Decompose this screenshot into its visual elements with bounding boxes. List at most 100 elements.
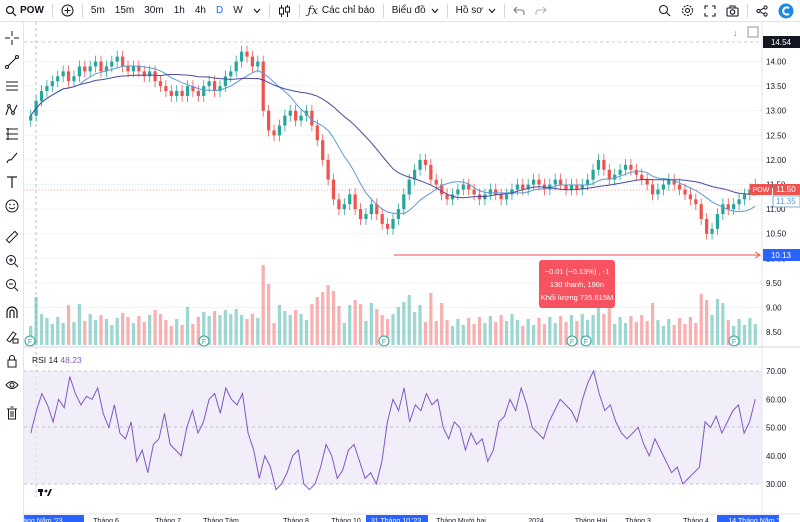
time-axis[interactable]: 04 Tháng Năm '23 Tháng 6 Tháng 7 Tháng Tám T… [24,513,800,522]
volume-bar [688,317,693,345]
dividend-marker-label: F [28,339,32,346]
volume-bar [369,303,373,345]
volume-bar [223,310,227,345]
measure-line[interactable] [394,251,761,259]
volume-bar [234,309,238,345]
brush-tool[interactable] [3,149,21,167]
moving-average-fast [30,65,756,215]
candle-body [683,189,687,195]
candle-body [434,179,438,185]
share-button[interactable] [751,0,773,22]
volume-bar [429,293,433,345]
dividend-marker-label: F [382,339,386,346]
dividend-marker: F [24,335,36,347]
volume-bar [467,318,471,345]
volume-bar [342,323,346,345]
visibility-tool[interactable] [3,376,21,394]
volume-bar [591,315,595,345]
volume-bar [45,318,49,345]
interval-w[interactable]: W [228,0,247,22]
text-icon [7,176,17,188]
indicators-label: Các chỉ báo [321,5,375,16]
snapshot-button[interactable] [721,0,744,22]
candle-body [50,81,54,87]
magnet-tool[interactable] [3,304,21,322]
quick-search-button[interactable] [653,0,676,22]
compare-button[interactable] [56,0,79,22]
price-tick-label: 13.50 [766,82,787,91]
price-axis[interactable]: 14.00 13.50 13.00 12.50 12.00 11.50 11.00 10.50… [750,22,800,522]
interval-d[interactable]: D [211,0,228,22]
rsi-band [24,371,762,484]
redo-button[interactable] [530,0,552,22]
volume-bar [596,308,601,345]
share-icon [756,4,768,17]
arrow-down-icon[interactable]: ↓ [733,28,738,38]
crosshair-tool[interactable] [3,29,21,47]
chart-menu-button[interactable]: Biểu đồ [387,0,444,22]
trend-line-tool[interactable] [3,53,21,71]
fullscreen-button[interactable] [699,0,721,22]
zoom-out-tool[interactable] [3,276,21,294]
symbol-badge [750,184,772,195]
text-tool[interactable] [3,173,21,191]
settings-button[interactable] [676,0,699,22]
ma-value-badge [772,195,800,208]
volume-bar [142,322,146,345]
rsi-pane[interactable]: RSI 14 48.23 70.00 60.00 50.00 40.00 30.00 [24,355,787,496]
interval-30m[interactable]: 30m [139,0,168,22]
pattern-tool[interactable] [3,101,21,119]
volume-bar [710,315,714,345]
price-pane[interactable]: −0.01 (−0.13%) , -1 130 thanh, 196n Khối… [24,22,762,497]
emoji-tool[interactable] [3,197,21,215]
profile-menu-button[interactable]: Hồ sơ [451,0,501,22]
zoom-in-tool[interactable] [3,252,21,270]
chart-canvas[interactable]: −0.01 (−0.13%) , -1 130 thanh, 196n Khối… [24,22,800,522]
candle-body [29,115,33,121]
measure-tool[interactable] [3,228,21,246]
time-axis-label: Tháng 4 [683,518,709,522]
horizontal-lines-tool[interactable] [3,77,21,95]
price-tick-label: 10.50 [766,230,787,239]
candle-body [56,76,60,82]
lock-tool[interactable] [3,352,21,370]
candle-body [607,169,611,180]
interval-1h[interactable]: 1h [169,0,190,22]
candle-body [342,204,346,210]
candle-body [402,194,406,210]
volume-bar [418,305,422,345]
candle-body [521,184,525,190]
candle-body [158,81,163,87]
undo-button[interactable] [508,0,530,22]
toolbar-divider [51,3,53,18]
volume-bar [72,322,76,345]
candle-body [613,174,617,180]
dividend-marker-circle [728,335,740,347]
volume-bar [88,314,92,345]
volume-bar [277,305,282,345]
interval-15m[interactable]: 15m [110,0,139,22]
time-axis-label: Tháng 6 [93,518,119,522]
candle-body [429,164,433,180]
projection-tool[interactable] [3,125,21,143]
candle-body [277,125,282,136]
interval-4h[interactable]: 4h [190,0,211,22]
volume-bar [202,312,206,345]
rsi-legend-label: RSI [32,355,46,365]
chart-type-button[interactable] [273,0,296,22]
logo-mark-dot [44,489,48,493]
volume-bar [175,319,179,345]
maximize-pane-icon[interactable] [747,26,759,38]
interval-5m[interactable]: 5m [86,0,110,22]
candlestick-series[interactable] [29,45,757,240]
stay-drawing-tool[interactable] [3,328,21,346]
volume-bar [137,316,141,345]
remove-drawings-tool[interactable] [3,404,21,422]
volume-bar [699,294,703,345]
volume-bar [623,323,628,345]
indicators-button[interactable]: ƒx Các chỉ báo [303,0,380,22]
interval-dropdown[interactable] [248,0,266,22]
symbol-search-button[interactable]: POW [0,0,49,22]
rsi-legend-period: 14 [49,355,59,365]
